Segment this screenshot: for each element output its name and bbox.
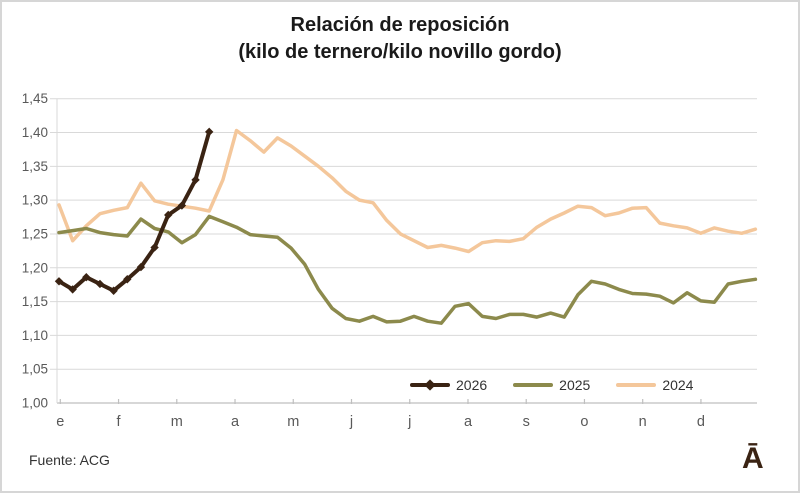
x-tick-label: f xyxy=(117,414,122,430)
legend-label: 2024 xyxy=(662,377,694,393)
data-point-marker xyxy=(54,277,64,286)
legend-item-2024: 2024 xyxy=(616,377,693,393)
legend-line-swatch xyxy=(616,383,657,387)
x-tick-label: e xyxy=(56,414,64,430)
legend-line-swatch xyxy=(513,383,554,387)
data-point-marker xyxy=(95,279,105,289)
source-note: Fuente: ACG xyxy=(29,452,110,468)
x-tick-label: j xyxy=(349,414,353,430)
data-point-marker xyxy=(150,243,159,252)
y-tick-label: 1,00 xyxy=(22,396,48,411)
chart-legend: 2026 2025 2024 xyxy=(410,377,693,393)
data-point-marker xyxy=(164,210,173,220)
x-tick-label: s xyxy=(523,414,530,430)
data-point-marker xyxy=(136,262,146,272)
y-tick-label: 1,05 xyxy=(22,362,48,377)
data-point-marker xyxy=(205,127,214,137)
data-point-marker xyxy=(109,286,118,295)
x-tick-label: m xyxy=(287,414,299,430)
y-axis-labels: 1,00 1,05 1,10 1,15 1,20 1,25 1,30 1,35 1,40 1,45 xyxy=(22,91,48,410)
legend-line-swatch xyxy=(410,379,450,391)
series-line-2025 xyxy=(57,214,758,325)
chart-title-line1: Relación de reposición xyxy=(290,14,510,36)
chart-title: Relación de reposición (kilo de ternero/… xyxy=(2,12,798,66)
y-tick-label: 1,45 xyxy=(22,91,48,106)
series-line-2024 xyxy=(57,128,758,254)
series-markers xyxy=(54,127,214,295)
y-tick-label: 1,10 xyxy=(22,328,48,343)
x-tick-label: a xyxy=(464,414,473,430)
diamond-marker-icon xyxy=(424,379,436,391)
x-tick-label: m xyxy=(171,414,183,430)
data-point-marker xyxy=(82,273,91,282)
y-tick-label: 1,30 xyxy=(22,193,48,208)
y-tick-label: 1,15 xyxy=(22,294,48,309)
legend-label: 2026 xyxy=(456,377,488,393)
x-tick-label: j xyxy=(407,414,411,430)
data-point-marker xyxy=(177,201,187,210)
x-tick-label: d xyxy=(697,414,705,430)
legend-item-2026: 2026 xyxy=(410,377,487,393)
brand-logo: Ā xyxy=(742,442,764,475)
axes xyxy=(56,98,757,404)
y-tick-label: 1,20 xyxy=(22,260,48,275)
data-point-marker xyxy=(68,285,77,294)
legend-item-2025: 2025 xyxy=(513,377,590,393)
data-point-marker xyxy=(191,175,200,185)
y-tick-label: 1,25 xyxy=(22,226,48,241)
x-tick-label: o xyxy=(580,414,588,430)
y-tick-label: 1,40 xyxy=(22,125,48,140)
series-line-2026 xyxy=(57,129,212,293)
legend-label: 2025 xyxy=(559,377,591,393)
x-tick-label: a xyxy=(231,414,240,430)
chart-title-line2: (kilo de ternero/kilo novillo gordo) xyxy=(238,41,562,63)
x-tick-label: n xyxy=(639,414,647,430)
series-lines xyxy=(57,128,758,325)
y-tick-label: 1,35 xyxy=(22,159,48,174)
